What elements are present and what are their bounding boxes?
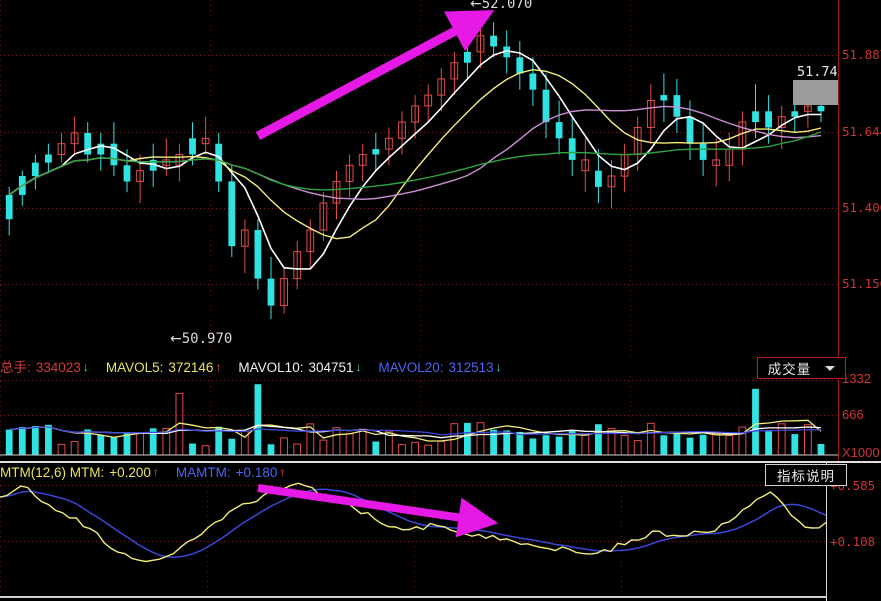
mtm-vgridline (0, 481, 1, 601)
volume-axis: 1332 666 X1000 (838, 358, 881, 463)
crosshair-highlight-box (793, 80, 838, 105)
mtm-vgridline (207, 481, 208, 601)
volume-axis-label: 666 (842, 407, 864, 422)
period-low-annotation: ←50.970 (170, 331, 233, 347)
mtm-axis-label: +0.108 (830, 534, 876, 549)
legend-down-arrow-icon: ↓ (495, 360, 502, 374)
crosshair-tooltip: 51.740-5 (797, 64, 838, 80)
indicator-description-label: 指标说明 (777, 469, 835, 484)
mtm-pane[interactable]: +0.585 +0.108 (0, 463, 881, 601)
price-vgridline (630, 0, 631, 358)
volume-axis-unit: X1000 (842, 445, 880, 460)
legend-value: +0.200 (109, 465, 151, 480)
volume-gridline (0, 415, 838, 416)
price-gridline (0, 55, 838, 56)
mtm-gridline (0, 541, 826, 542)
volume-legend: 总手: 334023 ↓ MAVOL5: 372146 ↑ MAVOL10: 304751 ↓ M… (0, 359, 507, 376)
legend-name: MAVOL20: (378, 360, 444, 375)
legend-name: MTM(12,6) MTM: (0, 465, 105, 480)
price-gridline (0, 132, 838, 133)
mtm-vgridline (414, 481, 415, 601)
chevron-down-icon (825, 365, 836, 371)
price-axis-line (838, 0, 839, 358)
volume-axis-label: 1332 (842, 371, 871, 386)
legend-name: 总手: (0, 360, 31, 375)
mtm-gridline (0, 485, 826, 486)
price-axis-label: 51.400 (842, 200, 881, 215)
legend-value: 312513 (448, 360, 494, 375)
price-plot-area[interactable]: ←52.070 ←50.970 51.740-5 (0, 0, 838, 358)
mtm-axis: +0.585 +0.108 (826, 463, 881, 601)
price-candles-and-mas (5, 22, 825, 320)
legend-down-arrow-icon: ↓ (82, 360, 89, 374)
volume-plot-area[interactable] (0, 358, 838, 463)
price-vgridline (210, 0, 211, 358)
price-axis-label: 51.644 (842, 124, 881, 139)
volume-vgridline (0, 376, 1, 463)
legend-name: MAVOL5: (105, 360, 164, 375)
price-axis: 51.887 51.644 51.400 51.156 (838, 0, 881, 358)
legend-value: 334023 (35, 360, 81, 375)
volume-indicator-selector[interactable]: 成交量 (757, 357, 846, 379)
price-pane[interactable]: ←52.070 ←50.970 51.740-5 51.887 51.644 5… (0, 0, 881, 358)
period-high-annotation: ←52.070 (470, 0, 533, 12)
volume-bars-and-mas (0, 384, 838, 456)
legend-value: 372146 (168, 360, 214, 375)
price-gridline (0, 208, 838, 209)
legend-name: MAVOL10: (238, 360, 304, 375)
mtm-legend: MTM(12,6) MTM: +0.200 ↑ MAMTM: +0.180 ↑ (0, 464, 290, 481)
price-trend-arrow (255, 10, 495, 140)
volume-vgridline (420, 376, 421, 463)
mtm-plot-area[interactable] (0, 463, 826, 601)
legend-up-arrow-icon: ↑ (215, 360, 222, 374)
indicator-description-button[interactable]: 指标说明 (765, 464, 847, 486)
price-axis-label: 51.887 (842, 47, 881, 62)
volume-vgridline (630, 376, 631, 463)
price-vgridline (0, 0, 1, 358)
mtm-axis-line (826, 463, 827, 601)
legend-down-arrow-icon: ↓ (355, 360, 362, 374)
price-axis-label: 51.156 (842, 276, 881, 291)
volume-indicator-selector-label: 成交量 (767, 362, 812, 377)
volume-mtm-separator (0, 461, 881, 463)
legend-name: MAMTM: (175, 465, 231, 480)
volume-gridline (0, 380, 838, 381)
volume-vgridline (210, 376, 211, 463)
volume-axis-line (838, 358, 839, 463)
mtm-trend-arrow (257, 484, 499, 538)
legend-up-arrow-icon: ↑ (152, 465, 159, 479)
mtm-vgridline (621, 481, 622, 601)
legend-up-arrow-icon: ↑ (279, 465, 286, 479)
legend-value: +0.180 (235, 465, 278, 480)
mtm-lines (0, 482, 826, 598)
legend-value: 304751 (308, 360, 354, 375)
price-gridline (0, 284, 838, 285)
volume-pane[interactable]: 1332 666 X1000 (0, 358, 881, 463)
